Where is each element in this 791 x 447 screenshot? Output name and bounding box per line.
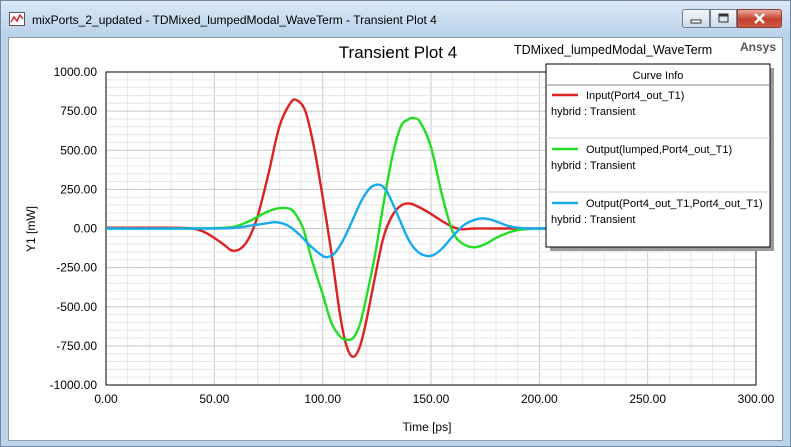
legend-entry-name[interactable]: Output(Port4_out_T1,Port4_out_T1) [586, 198, 763, 210]
close-icon [754, 13, 765, 24]
curve-series-2[interactable] [105, 116, 562, 342]
x-tick-label: 100.00 [304, 392, 341, 406]
y-tick-label: 250.00 [60, 182, 97, 196]
x-axis-label: Time [ps] [403, 420, 452, 434]
plot-area-window: Transient Plot 4 TDMixed_lumpedModal_Wav… [8, 37, 783, 441]
legend-entry-name[interactable]: Output(lumped,Port4_out_T1) [586, 144, 732, 156]
minimize-icon [690, 19, 702, 24]
window-title: mixPorts_2_updated - TDMixed_lumpedModal… [32, 13, 437, 27]
y-tick-label: 1000.00 [54, 65, 98, 79]
legend-box[interactable] [545, 63, 771, 248]
curve-series-3[interactable] [105, 183, 561, 259]
transient-plot[interactable]: Transient Plot 4 TDMixed_lumpedModal_Wav… [9, 38, 782, 440]
close-button[interactable] [737, 9, 782, 28]
y-tick-label: 750.00 [60, 104, 97, 118]
x-tick-label: 300.00 [738, 392, 775, 406]
y-tick-label: 0.00 [74, 222, 98, 236]
x-tick-label: 250.00 [629, 392, 666, 406]
y-tick-label: -250.00 [56, 261, 97, 275]
title-bar[interactable]: mixPorts_2_updated - TDMixed_lumpedModal… [1, 1, 790, 37]
curve-series-1[interactable] [105, 98, 561, 358]
minimize-button[interactable] [682, 9, 710, 28]
x-tick-label: 200.00 [521, 392, 558, 406]
y-axis-label: Y1 [mW] [24, 206, 38, 252]
legend-entry-sub: hybrid : Transient [551, 106, 635, 118]
legend-header: Curve Info [633, 70, 684, 82]
design-name: TDMixed_lumpedModal_WaveTerm [514, 43, 712, 57]
brand-logo: Ansys [740, 40, 776, 54]
y-tick-label: -1000.00 [50, 378, 98, 392]
legend-entry-sub: hybrid : Transient [551, 214, 635, 226]
legend-entry-sub: hybrid : Transient [551, 160, 635, 172]
x-tick-label: 0.00 [94, 392, 118, 406]
x-tick-label: 50.00 [199, 392, 229, 406]
plot-title: Transient Plot 4 [339, 43, 457, 62]
maximize-button[interactable] [710, 9, 737, 28]
legend-entry-name[interactable]: Input(Port4_out_T1) [586, 90, 684, 102]
plot-app-icon [9, 12, 25, 26]
y-tick-label: 500.00 [60, 143, 97, 157]
x-tick-label: 150.00 [413, 392, 450, 406]
maximize-icon [718, 13, 729, 23]
y-tick-label: -750.00 [56, 339, 97, 353]
y-tick-label: -500.00 [56, 300, 97, 314]
